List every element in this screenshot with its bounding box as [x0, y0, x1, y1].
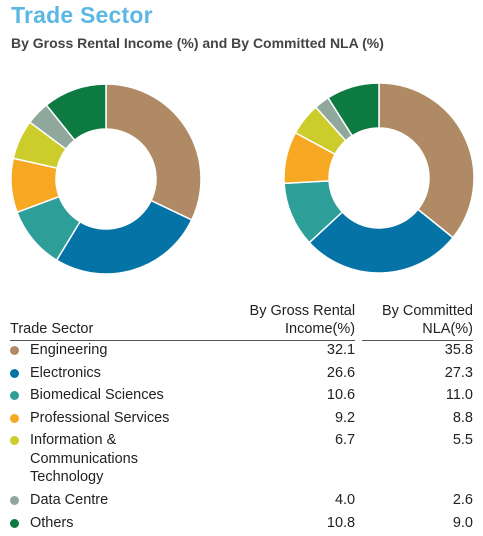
- sector-name: Electronics: [30, 364, 205, 383]
- legend-dot-engineering: [10, 346, 19, 355]
- table-header-row: Trade Sector By Gross Rental Income(%) B…: [10, 302, 473, 341]
- sector-label: Electronics: [10, 364, 217, 383]
- donut-chart-gross-rental-income: [10, 83, 202, 275]
- gross-rental-income-value: 26.6: [217, 364, 355, 387]
- sector-label: Engineering: [10, 341, 217, 360]
- sector-label: Data Centre: [10, 491, 217, 510]
- table-row: Data Centre 4.0 2.6: [10, 491, 473, 514]
- sector-cell: Information & Communications Technology: [10, 431, 217, 491]
- sector-name: Engineering: [30, 341, 205, 360]
- sector-cell: Engineering: [10, 341, 217, 364]
- sector-label: Information & Communications Technology: [10, 431, 217, 487]
- gross-rental-income-value: 6.7: [217, 431, 355, 491]
- sector-name: Others: [30, 514, 205, 533]
- gross-rental-income-value: 10.8: [217, 514, 355, 536]
- column-header-trade-sector: Trade Sector: [10, 302, 217, 341]
- legend-dot-electronics: [10, 369, 19, 378]
- table-row: Professional Services 9.2 8.8: [10, 409, 473, 432]
- sector-name: Information & Communications Technology: [30, 431, 205, 487]
- sector-label: Others: [10, 514, 217, 533]
- legend-dot-information-and-communications-technology: [10, 436, 19, 445]
- committed-nla-value: 9.0: [362, 514, 473, 536]
- sector-name: Biomedical Sciences: [30, 386, 205, 405]
- column-header-gross-text: By Gross Rental Income(%): [225, 302, 355, 338]
- legend-dot-biomedical-sciences: [10, 391, 19, 400]
- sector-cell: Others: [10, 514, 217, 536]
- sector-label: Biomedical Sciences: [10, 386, 217, 405]
- sector-label: Professional Services: [10, 409, 217, 428]
- table-row: Others 10.8 9.0: [10, 514, 473, 536]
- gross-rental-income-value: 10.6: [217, 386, 355, 409]
- gross-rental-income-value: 9.2: [217, 409, 355, 432]
- sector-cell: Data Centre: [10, 491, 217, 514]
- donut-slice-engineering: [379, 83, 474, 238]
- sector-cell: Electronics: [10, 364, 217, 387]
- page-subtitle: By Gross Rental Income (%) and By Commit…: [11, 35, 384, 51]
- sector-name: Professional Services: [30, 409, 205, 428]
- table-row: Biomedical Sciences 10.6 11.0: [10, 386, 473, 409]
- table-row: Electronics 26.6 27.3: [10, 364, 473, 387]
- column-header-committed-nla: By Committed NLA(%): [362, 302, 473, 341]
- sector-cell: Professional Services: [10, 409, 217, 432]
- committed-nla-value: 8.8: [362, 409, 473, 432]
- table-row: Engineering 32.1 35.8: [10, 341, 473, 364]
- legend-dot-data-centre: [10, 496, 19, 505]
- donut-slice-engineering: [106, 84, 201, 220]
- column-header-nla-text: By Committed NLA(%): [368, 302, 473, 338]
- donut-slice-electronics: [57, 201, 192, 274]
- committed-nla-value: 27.3: [362, 364, 473, 387]
- committed-nla-value: 35.8: [362, 341, 473, 364]
- donut-chart-committed-nla: [283, 82, 475, 274]
- legend-dot-professional-services: [10, 414, 19, 423]
- legend-dot-others: [10, 519, 19, 528]
- column-header-gross-rental-income: By Gross Rental Income(%): [217, 302, 355, 341]
- sector-name: Data Centre: [30, 491, 205, 510]
- trade-sector-table: Trade Sector By Gross Rental Income(%) B…: [10, 302, 473, 536]
- gross-rental-income-value: 4.0: [217, 491, 355, 514]
- committed-nla-value: 2.6: [362, 491, 473, 514]
- committed-nla-value: 5.5: [362, 431, 473, 491]
- page-title: Trade Sector: [11, 2, 153, 29]
- sector-cell: Biomedical Sciences: [10, 386, 217, 409]
- committed-nla-value: 11.0: [362, 386, 473, 409]
- gross-rental-income-value: 32.1: [217, 341, 355, 364]
